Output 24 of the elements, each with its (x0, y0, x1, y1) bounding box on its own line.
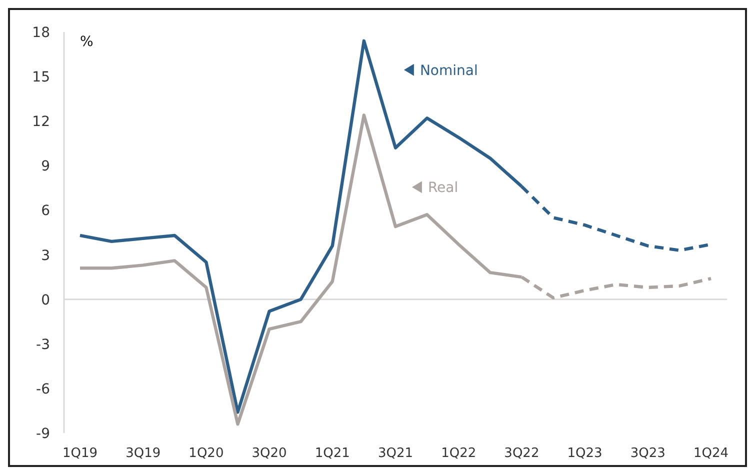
x-tick-label: 1Q20 (188, 446, 224, 461)
x-tick-label: 3Q23 (630, 446, 666, 461)
x-tick-label: 3Q22 (504, 446, 540, 461)
y-tick-label: 6 (41, 203, 50, 220)
y-axis-title: % (80, 34, 94, 50)
y-tick-label: -9 (36, 426, 50, 442)
y-tick-label: 0 (41, 292, 50, 308)
x-tick-label: 1Q22 (441, 446, 476, 461)
x-tick-label: 1Q19 (62, 446, 98, 461)
legend-label: Nominal (420, 62, 478, 79)
x-tick-label: 1Q21 (314, 446, 350, 461)
x-tick-label: 1Q24 (693, 446, 729, 461)
x-tick-label: 3Q19 (126, 446, 161, 461)
x-tick-label: 1Q23 (567, 446, 602, 461)
y-tick-label: 9 (41, 158, 50, 175)
y-tick-label: -6 (36, 381, 50, 398)
y-tick-label: 3 (41, 248, 50, 264)
x-tick-label: 3Q20 (252, 446, 287, 461)
y-tick-label: 15 (32, 70, 50, 86)
y-tick-label: -3 (36, 336, 50, 353)
y-tick-label: 18 (32, 25, 50, 41)
x-tick-label: 3Q21 (378, 446, 414, 461)
legend-label: Real (428, 180, 458, 196)
y-tick-label: 12 (32, 114, 50, 130)
